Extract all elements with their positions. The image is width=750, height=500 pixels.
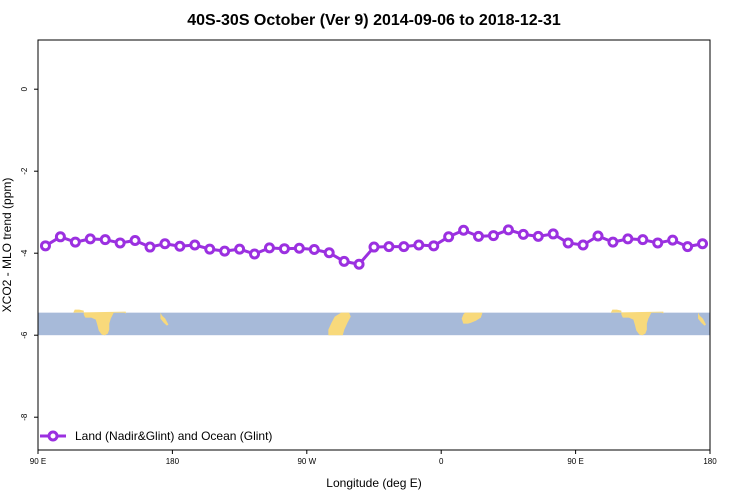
y-axis-label: XCO2 - MLO trend (ppm) bbox=[0, 178, 14, 313]
x-axis: 90 E 180 90 W 0 90 E 180 bbox=[30, 450, 717, 466]
x-tick-label: 90 E bbox=[30, 457, 46, 466]
data-point bbox=[54, 231, 66, 243]
data-point bbox=[458, 224, 470, 236]
south-america-land bbox=[328, 312, 351, 336]
data-point bbox=[697, 238, 709, 250]
y-tick-label: -6 bbox=[20, 331, 29, 339]
ocean-band bbox=[38, 312, 710, 336]
australia-land bbox=[70, 309, 126, 336]
data-point bbox=[532, 230, 544, 242]
x-tick-label: 0 bbox=[439, 457, 444, 466]
data-point bbox=[622, 233, 634, 245]
data-point bbox=[607, 236, 619, 248]
new-zealand-land bbox=[160, 312, 169, 326]
x-tick-label: 180 bbox=[166, 457, 180, 466]
x-tick-label: 90 W bbox=[297, 457, 316, 466]
data-point bbox=[144, 241, 156, 253]
data-point bbox=[129, 234, 141, 246]
series-layer bbox=[39, 224, 709, 270]
data-point bbox=[293, 242, 305, 254]
data-point bbox=[323, 247, 335, 259]
data-point bbox=[353, 258, 365, 270]
legend: Land (Nadir&Glint) and Ocean (Glint) bbox=[40, 429, 272, 443]
data-point bbox=[263, 242, 275, 254]
x-tick-label: 90 E bbox=[567, 457, 583, 466]
data-point bbox=[234, 243, 246, 255]
y-tick-label: 0 bbox=[20, 86, 29, 91]
data-point bbox=[338, 255, 350, 267]
data-point bbox=[667, 234, 679, 246]
data-point bbox=[502, 224, 514, 236]
data-point bbox=[682, 241, 694, 253]
africa-land bbox=[461, 312, 483, 324]
data-point bbox=[84, 233, 96, 245]
data-point bbox=[592, 230, 604, 242]
x-axis-label: Longitude (deg E) bbox=[326, 476, 421, 490]
data-point bbox=[577, 239, 589, 251]
data-point bbox=[69, 236, 81, 248]
data-point bbox=[278, 243, 290, 255]
data-point bbox=[413, 239, 425, 251]
data-point bbox=[547, 228, 559, 240]
data-point bbox=[308, 244, 320, 256]
legend-label: Land (Nadir&Glint) and Ocean (Glint) bbox=[75, 429, 272, 443]
y-axis: 0 -2 -4 -6 -8 bbox=[20, 86, 38, 421]
x-tick-label: 180 bbox=[703, 457, 717, 466]
data-point bbox=[99, 234, 111, 246]
chart-title: 40S-30S October (Ver 9) 2014-09-06 to 20… bbox=[187, 12, 561, 29]
data-point bbox=[398, 241, 410, 253]
data-point bbox=[383, 241, 395, 253]
coastline-map-strip bbox=[38, 309, 710, 336]
data-point bbox=[473, 230, 485, 242]
data-point bbox=[562, 237, 574, 249]
data-point bbox=[517, 228, 529, 240]
y-tick-label: -8 bbox=[20, 413, 29, 421]
data-point bbox=[443, 231, 455, 243]
data-point bbox=[652, 237, 664, 249]
data-point bbox=[159, 238, 171, 250]
y-tick-label: -2 bbox=[20, 167, 29, 175]
data-point bbox=[114, 237, 126, 249]
data-point bbox=[637, 234, 649, 246]
data-point bbox=[39, 240, 51, 252]
data-point bbox=[219, 245, 231, 257]
data-point bbox=[487, 230, 499, 242]
data-point bbox=[174, 240, 186, 252]
data-point bbox=[204, 243, 216, 255]
plot-frame bbox=[37, 39, 711, 451]
data-point bbox=[189, 239, 201, 251]
data-point bbox=[249, 248, 261, 260]
australia-land bbox=[607, 309, 664, 336]
data-point bbox=[368, 241, 380, 253]
y-tick-label: -4 bbox=[20, 249, 29, 257]
data-point bbox=[428, 240, 440, 252]
new-zealand-land bbox=[698, 312, 707, 326]
legend-marker bbox=[47, 430, 59, 442]
